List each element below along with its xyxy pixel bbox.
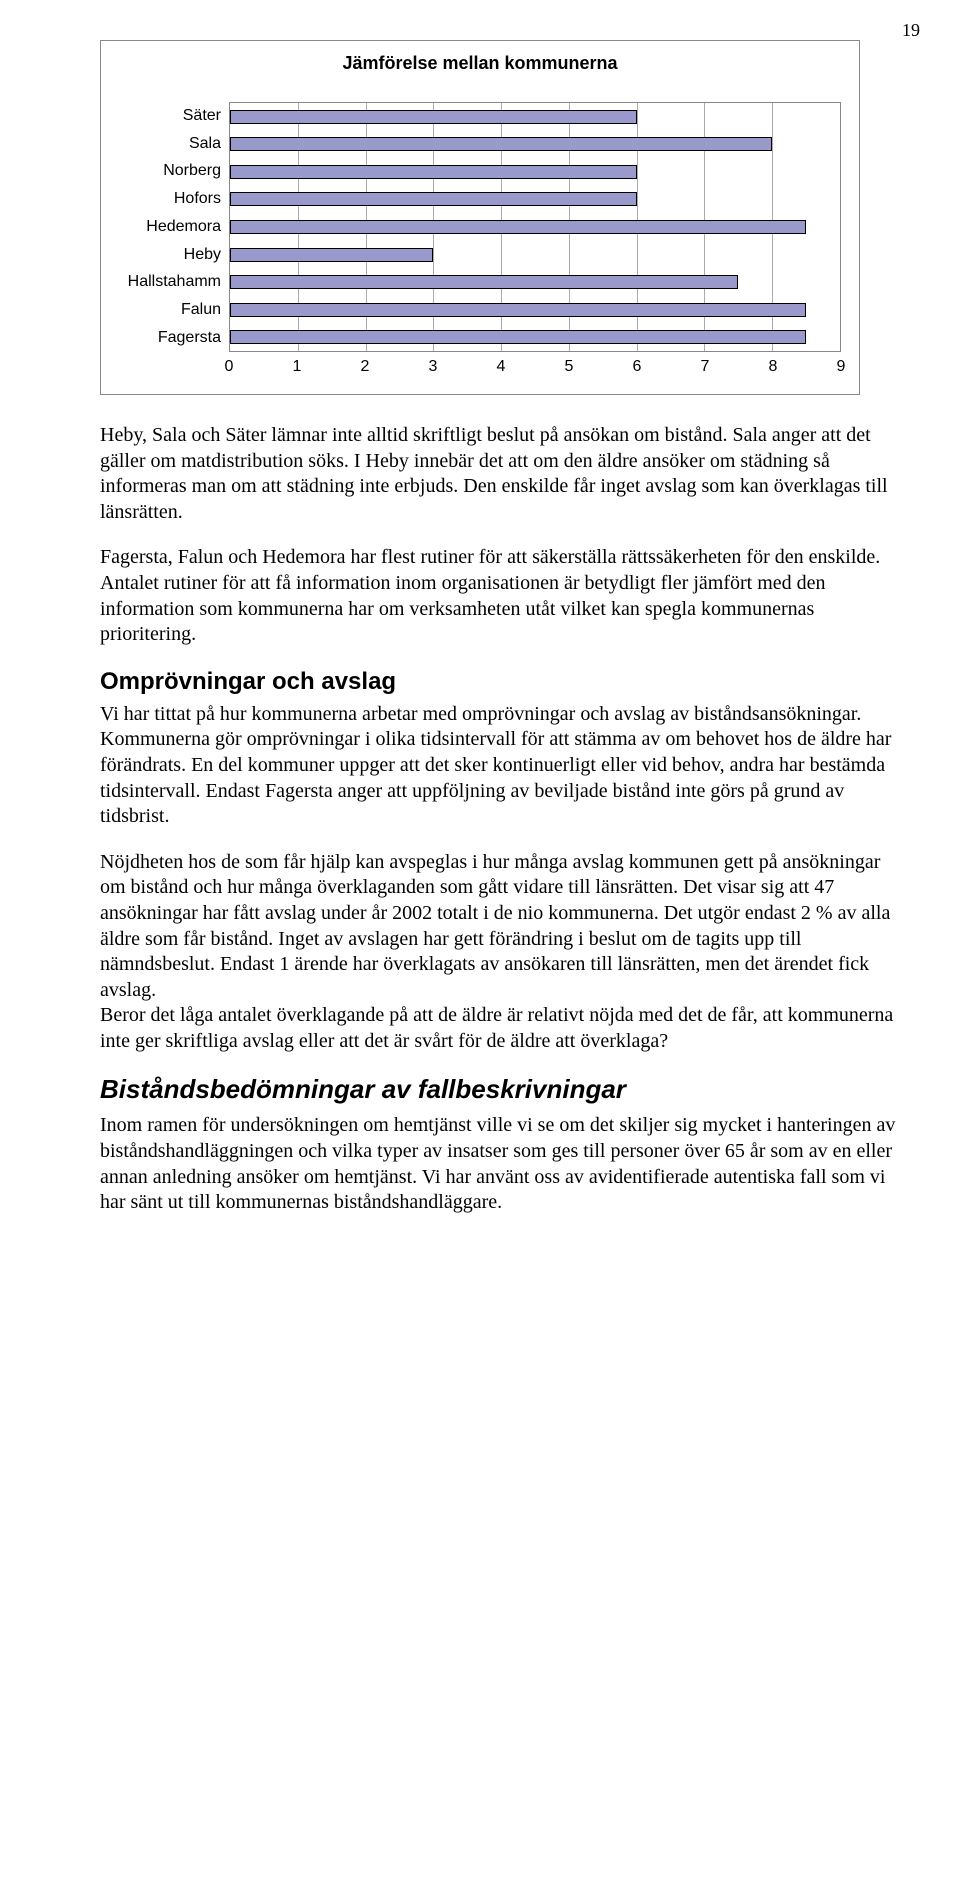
- paragraph: Vi har tittat på hur kommunerna arbetar …: [100, 702, 900, 830]
- chart-x-tick: 2: [361, 358, 370, 376]
- paragraph: Inom ramen för undersökningen om hemtjän…: [100, 1113, 900, 1215]
- chart-bar: [230, 303, 806, 317]
- chart-x-labels: 0123456789: [229, 352, 841, 382]
- chart-x-tick: 4: [497, 358, 506, 376]
- chart-bar: [230, 165, 637, 179]
- chart-category-label: Heby: [119, 246, 221, 264]
- chart-bar: [230, 110, 637, 124]
- heading-omprovningar: Omprövningar och avslag: [100, 668, 900, 696]
- chart-x-tick: 8: [769, 358, 778, 376]
- chart-y-labels: Säter Sala Norberg Hofors Hedemora Heby Hallst…: [119, 102, 229, 352]
- chart-bar: [230, 220, 806, 234]
- paragraph: Beror det låga antalet överklagande på a…: [100, 1003, 900, 1054]
- chart-bar: [230, 275, 738, 289]
- chart-plot-area: [229, 102, 841, 352]
- chart-category-label: Fagersta: [119, 329, 221, 347]
- chart-title: Jämförelse mellan kommunerna: [119, 53, 841, 74]
- chart-bar: [230, 137, 772, 151]
- chart-bar: [230, 330, 806, 344]
- chart-category-label: Hedemora: [119, 218, 221, 236]
- chart-category-label: Falun: [119, 301, 221, 319]
- paragraph: Fagersta, Falun och Hedemora har flest r…: [100, 545, 900, 647]
- chart-x-tick: 0: [225, 358, 234, 376]
- paragraph: Nöjdheten hos de som får hjälp kan avspe…: [100, 850, 900, 1004]
- chart-category-label: Hofors: [119, 190, 221, 208]
- chart-category-label: Sala: [119, 135, 221, 153]
- chart-category-label: Norberg: [119, 162, 221, 180]
- chart-x-tick: 5: [565, 358, 574, 376]
- chart-x-tick: 9: [837, 358, 846, 376]
- chart-x-tick: 1: [293, 358, 302, 376]
- page-number: 19: [902, 20, 920, 41]
- chart-category-label: Säter: [119, 107, 221, 125]
- chart-x-tick: 7: [701, 358, 710, 376]
- chart-bar: [230, 248, 433, 262]
- chart-x-tick: 3: [429, 358, 438, 376]
- comparison-chart: Jämförelse mellan kommunerna Säter Sala No…: [100, 40, 860, 395]
- chart-bar: [230, 192, 637, 206]
- heading-bistandsbedomningar: Biståndsbedömningar av fallbeskrivningar: [100, 1074, 900, 1105]
- chart-category-label: Hallstahamm: [119, 273, 221, 291]
- paragraph: Heby, Sala och Säter lämnar inte alltid …: [100, 423, 900, 525]
- chart-x-tick: 6: [633, 358, 642, 376]
